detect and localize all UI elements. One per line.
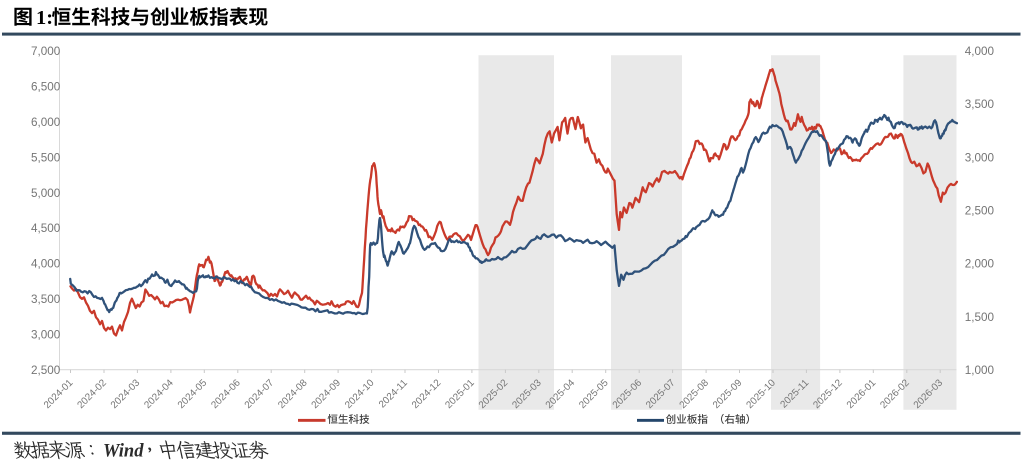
svg-text:3,000: 3,000 [31, 329, 61, 342]
svg-text:2,500: 2,500 [965, 205, 995, 218]
svg-text:2,000: 2,000 [965, 258, 995, 271]
svg-text:5,000: 5,000 [31, 187, 61, 200]
svg-text:1:: 1: [36, 7, 53, 29]
svg-text:4,000: 4,000 [31, 258, 61, 271]
svg-text:3,500: 3,500 [31, 293, 61, 306]
svg-text:Wind: Wind [103, 442, 144, 462]
svg-text:6,000: 6,000 [31, 116, 61, 129]
svg-text:4,500: 4,500 [31, 222, 61, 235]
svg-text:3,000: 3,000 [965, 151, 995, 164]
svg-text:3,500: 3,500 [965, 98, 995, 111]
svg-text:6,500: 6,500 [31, 80, 61, 93]
svg-text:2,500: 2,500 [31, 364, 61, 377]
svg-text:4,000: 4,000 [965, 45, 995, 58]
svg-text:5,500: 5,500 [31, 151, 61, 164]
svg-text:1,500: 1,500 [965, 311, 995, 324]
svg-text:7,000: 7,000 [31, 45, 61, 58]
svg-text:1,000: 1,000 [965, 364, 995, 377]
